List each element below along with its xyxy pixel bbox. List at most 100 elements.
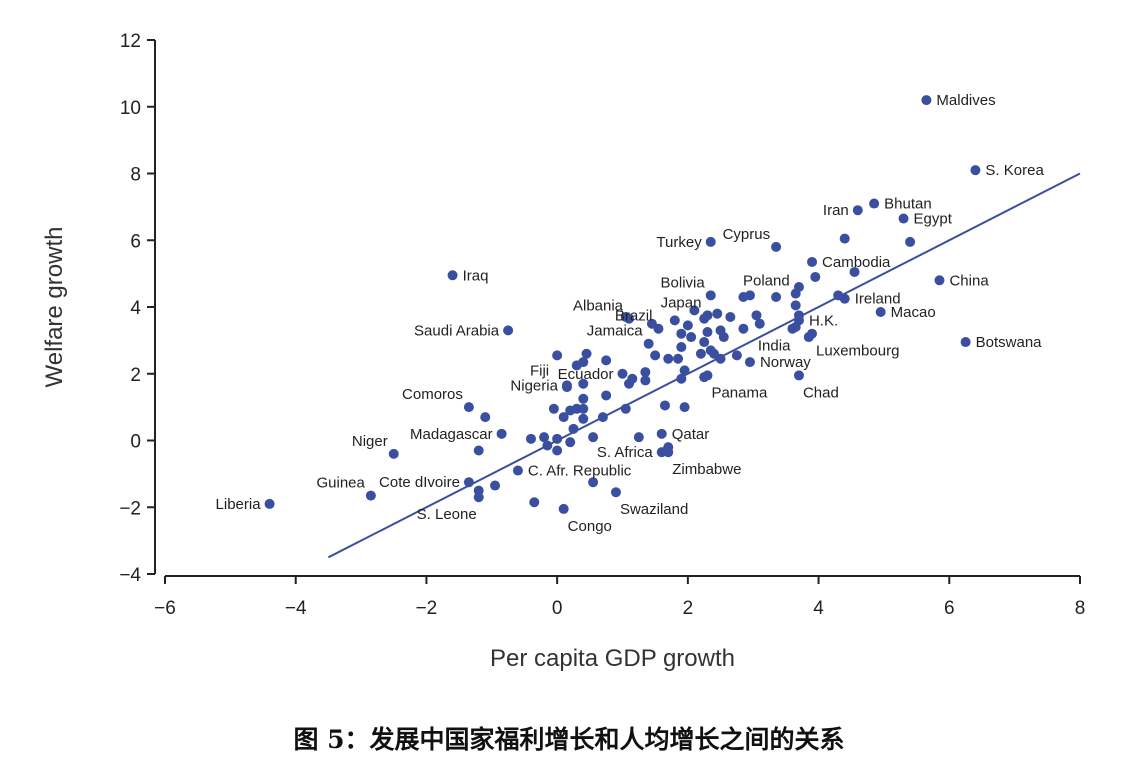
- data-point: [640, 375, 651, 386]
- data-point: [669, 315, 680, 326]
- point-label: S. Korea: [985, 162, 1044, 179]
- data-point: [624, 313, 635, 324]
- point-label: H.K.: [809, 312, 838, 329]
- data-point: [852, 205, 863, 216]
- x-tick-label: 0: [552, 598, 563, 619]
- y-tick-label: 4: [130, 298, 141, 319]
- data-point: [712, 308, 723, 319]
- data-point: [751, 310, 762, 321]
- data-point: [552, 445, 563, 456]
- x-tick-label: 6: [944, 598, 955, 619]
- point-label: Bolivia: [661, 274, 706, 291]
- point-label: Macao: [891, 304, 936, 321]
- data-point: [552, 433, 563, 444]
- data-point: [849, 266, 860, 277]
- data-point: [663, 447, 674, 458]
- data-point: [960, 337, 971, 348]
- data-point: [970, 165, 981, 176]
- x-tick-label: −4: [285, 598, 307, 619]
- data-point: [633, 432, 644, 443]
- data-point: [731, 350, 742, 361]
- x-tick-label: −6: [154, 598, 176, 619]
- data-point: [875, 307, 886, 318]
- data-point: [650, 350, 661, 361]
- point-label: Zimbabwe: [672, 461, 741, 478]
- point-label: Botswana: [976, 334, 1043, 351]
- data-point: [807, 328, 818, 339]
- point-label: Brazil: [615, 308, 653, 325]
- point-label: Jamaica: [587, 323, 644, 340]
- data-point: [921, 95, 932, 106]
- point-label: Panama: [711, 384, 768, 401]
- data-point: [695, 348, 706, 359]
- data-point: [659, 400, 670, 411]
- x-tick-label: 2: [683, 598, 694, 619]
- data-point: [807, 256, 818, 267]
- fit-line: [327, 172, 1081, 559]
- data-point: [561, 380, 572, 391]
- data-point: [676, 342, 687, 353]
- data-point: [686, 332, 697, 343]
- data-point: [738, 323, 749, 334]
- data-point: [473, 445, 484, 456]
- point-label: Swaziland: [620, 501, 688, 518]
- point-label: Cambodia: [822, 254, 891, 271]
- point-label: Congo: [568, 518, 612, 535]
- point-label: Chad: [803, 384, 839, 401]
- data-point: [771, 241, 782, 252]
- data-point: [790, 300, 801, 311]
- point-label: Niger: [352, 433, 388, 450]
- point-label: Luxembourg: [816, 343, 899, 360]
- data-point: [705, 236, 716, 247]
- data-point: [526, 433, 536, 444]
- data-point: [793, 315, 804, 326]
- data-point: [679, 365, 690, 376]
- data-point: [463, 402, 474, 413]
- data-point: [787, 323, 798, 334]
- point-label: Iran: [823, 202, 849, 219]
- point-label: Maldives: [936, 92, 995, 109]
- x-axis-title: Per capita GDP growth: [490, 645, 735, 672]
- point-label: Iraq: [463, 267, 489, 284]
- figure-caption: 图 5：发展中国家福利增长和人均增长之间的关系: [293, 725, 845, 754]
- data-point: [542, 440, 553, 451]
- data-point: [744, 357, 755, 368]
- data-point: [705, 290, 716, 301]
- point-label: Japan: [661, 294, 702, 311]
- point-label: Bhutan: [884, 196, 932, 213]
- point-label: Saudi Arabia: [414, 322, 500, 339]
- data-point: [539, 432, 550, 443]
- data-point: [617, 368, 628, 379]
- y-tick-label: 12: [120, 31, 141, 52]
- point-label: Liberia: [216, 496, 262, 513]
- point-label: S. Africa: [597, 444, 654, 461]
- data-point: [558, 412, 569, 423]
- data-point: [754, 318, 765, 329]
- y-tick-label: −2: [119, 498, 141, 519]
- y-axis-title: Welfare growth: [41, 227, 68, 388]
- scatter-chart: −4 −2 0 2 4 6 8 10 12 −6 −4 −2 0 2 4 6 8 Maldives S. Kore…: [41, 31, 1085, 672]
- data-point: [839, 293, 850, 304]
- point-label: Turkey: [656, 234, 702, 251]
- data-point: [480, 412, 491, 423]
- data-point: [673, 353, 684, 364]
- data-point: [676, 373, 687, 384]
- data-point: [588, 477, 599, 488]
- data-point: [790, 288, 801, 299]
- data-point: [738, 291, 749, 302]
- data-point: [568, 423, 579, 434]
- point-label: Nigeria: [510, 377, 558, 394]
- data-point: [571, 360, 582, 371]
- data-point: [679, 402, 690, 413]
- point-label: Ireland: [855, 291, 901, 308]
- data-point: [512, 465, 523, 476]
- data-point: [810, 271, 821, 282]
- data-point: [705, 345, 716, 356]
- data-point: [578, 378, 589, 389]
- data-point: [447, 270, 458, 281]
- data-point: [676, 328, 687, 339]
- point-label: Madagascar: [410, 426, 493, 443]
- data-point: [503, 325, 514, 336]
- data-point: [839, 233, 850, 244]
